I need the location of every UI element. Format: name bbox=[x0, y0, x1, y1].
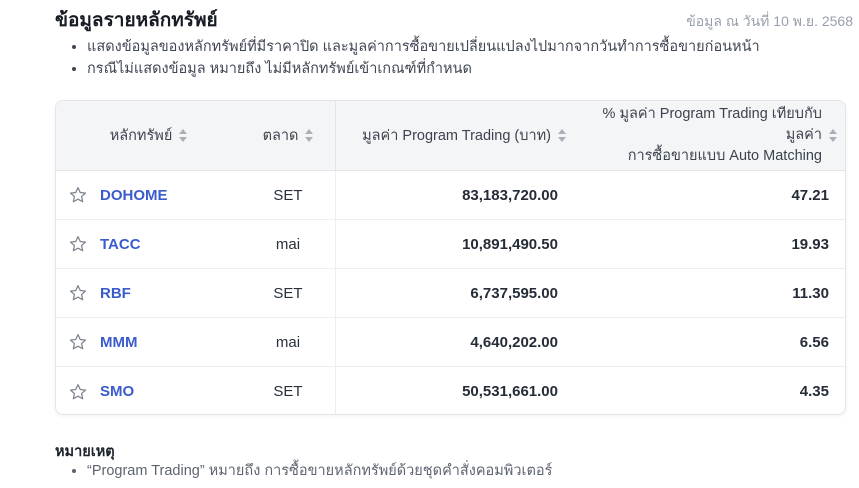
column-header-market[interactable]: ตลาด bbox=[241, 101, 336, 170]
symbol-cell: TACC bbox=[56, 220, 241, 268]
value-cell: 83,183,720.00 bbox=[462, 186, 558, 204]
market-cell: SET bbox=[241, 367, 336, 414]
notes-heading: หมายเหตุ bbox=[55, 444, 115, 460]
as-of-date: ข้อมูล ณ วันที่ 10 พ.ย. 2568 bbox=[686, 13, 853, 29]
percent-cell: 4.35 bbox=[799, 383, 829, 400]
symbol-cell: SMO bbox=[56, 367, 241, 414]
percent-cell: 6.56 bbox=[799, 333, 829, 351]
table-header-row: หลักทรัพย์ ตลาด มูลค่า Program Trading (… bbox=[56, 101, 845, 171]
symbol-cell: MMM bbox=[56, 318, 241, 366]
table-row: MMM mai 4,640,202.00 6.56 bbox=[56, 318, 845, 367]
favorite-star-button[interactable] bbox=[66, 380, 90, 404]
sort-arrows-icon bbox=[829, 129, 837, 142]
table-row: SMO SET 50,531,661.00 4.35 bbox=[56, 367, 845, 414]
column-header-percent[interactable]: % มูลค่า Program Trading เทียบกับมูลค่า … bbox=[576, 101, 845, 170]
percent-cell: 11.30 bbox=[792, 284, 829, 302]
notes-list: “Program Trading” หมายถึง การซื้อขายหลัก… bbox=[73, 460, 813, 482]
sort-arrows-icon bbox=[305, 129, 314, 142]
securities-table: หลักทรัพย์ ตลาด มูลค่า Program Trading (… bbox=[55, 100, 846, 415]
market-cell: mai bbox=[241, 220, 336, 268]
market-cell: SET bbox=[241, 269, 336, 317]
table-row: RBF SET 6,737,595.00 11.30 bbox=[56, 269, 845, 318]
value-cell: 10,891,490.50 bbox=[462, 235, 558, 253]
market-cell: mai bbox=[241, 318, 336, 366]
value-cell: 6,737,595.00 bbox=[470, 284, 558, 302]
star-outline-icon bbox=[69, 236, 87, 252]
table-body: DOHOME SET 83,183,720.00 47.21 TACC mai … bbox=[56, 171, 845, 414]
intro-bullet-list: แสดงข้อมูลของหลักทรัพย์ที่มีราคาปิด และม… bbox=[73, 36, 793, 80]
symbol-link[interactable]: DOHOME bbox=[100, 186, 168, 204]
symbol-cell: DOHOME bbox=[56, 171, 241, 219]
symbol-link[interactable]: TACC bbox=[100, 235, 141, 253]
star-outline-icon bbox=[69, 187, 87, 203]
symbol-link[interactable]: SMO bbox=[100, 383, 135, 400]
favorite-star-button[interactable] bbox=[66, 232, 90, 256]
star-outline-icon bbox=[69, 383, 87, 399]
star-outline-icon bbox=[69, 285, 87, 301]
column-header-value[interactable]: มูลค่า Program Trading (บาท) bbox=[336, 101, 576, 170]
table-row: DOHOME SET 83,183,720.00 47.21 bbox=[56, 171, 845, 220]
favorite-star-button[interactable] bbox=[66, 183, 90, 207]
symbol-link[interactable]: RBF bbox=[100, 284, 131, 302]
favorite-star-button[interactable] bbox=[66, 281, 90, 305]
intro-bullet: กรณีไม่แสดงข้อมูล หมายถึง ไม่มีหลักทรัพย… bbox=[87, 58, 793, 80]
percent-cell: 19.93 bbox=[791, 235, 829, 253]
value-cell: 4,640,202.00 bbox=[470, 333, 558, 351]
column-header-label: มูลค่า Program Trading (บาท) bbox=[362, 128, 551, 144]
note-item: “Program Trading” หมายถึง การซื้อขายหลัก… bbox=[87, 460, 813, 482]
column-header-label: % มูลค่า Program Trading เทียบกับมูลค่า … bbox=[602, 106, 822, 164]
symbol-link[interactable]: MMM bbox=[100, 333, 138, 351]
sort-arrows-icon bbox=[179, 129, 188, 142]
intro-bullet: แสดงข้อมูลของหลักทรัพย์ที่มีราคาปิด และม… bbox=[87, 36, 793, 58]
column-header-symbol[interactable]: หลักทรัพย์ bbox=[56, 101, 241, 170]
sort-arrows-icon bbox=[558, 129, 566, 142]
market-cell: SET bbox=[241, 171, 336, 219]
column-header-label: ตลาด bbox=[262, 128, 299, 144]
value-cell: 50,531,661.00 bbox=[462, 383, 558, 400]
symbol-cell: RBF bbox=[56, 269, 241, 317]
page-title: ข้อมูลรายหลักทรัพย์ bbox=[55, 10, 218, 31]
table-row: TACC mai 10,891,490.50 19.93 bbox=[56, 220, 845, 269]
star-outline-icon bbox=[69, 334, 87, 350]
column-header-label: หลักทรัพย์ bbox=[109, 128, 173, 144]
favorite-star-button[interactable] bbox=[66, 330, 90, 354]
percent-cell: 47.21 bbox=[791, 186, 829, 204]
